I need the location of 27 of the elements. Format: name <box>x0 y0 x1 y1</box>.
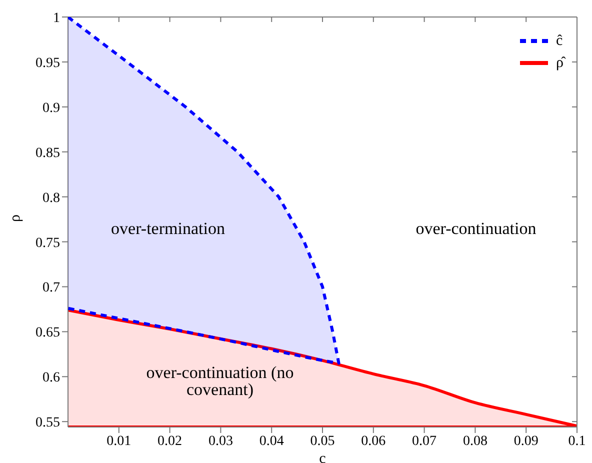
y-tick-label: 0.85 <box>36 146 60 161</box>
annotation: over-continuation <box>416 219 536 238</box>
y-tick-label: 0.65 <box>36 326 60 341</box>
y-tick-label: 0.7 <box>42 280 60 296</box>
y-tick-label: 0.55 <box>36 416 60 431</box>
x-tick-label: 0.05 <box>310 434 335 449</box>
x-tick-label: 0.09 <box>514 434 538 449</box>
y-axis-title: ρ <box>7 214 24 222</box>
x-tick-label: 0.01 <box>106 434 132 449</box>
x-axis-title: c <box>319 451 326 463</box>
x-tick-label: 0.1 <box>568 434 586 449</box>
x-tick-label: 0.02 <box>158 434 182 449</box>
y-tick-label: 0.8 <box>42 190 60 206</box>
annotation: over-continuation (no covenant) <box>145 363 295 399</box>
y-tick-label: 1 <box>53 10 60 26</box>
x-tick-label: 0.08 <box>462 434 488 449</box>
y-tick-label: 0.75 <box>36 236 60 251</box>
x-tick-label: 0.07 <box>412 434 437 449</box>
y-tick-label: 0.95 <box>36 56 60 71</box>
y-tick-label: 0.6 <box>42 370 60 386</box>
x-tick-label: 0.06 <box>361 434 386 449</box>
y-tick-label: 0.9 <box>42 100 60 116</box>
annotation: over-termination <box>111 219 225 238</box>
x-tick-label: 0.03 <box>208 434 233 449</box>
legend-label: ĉ <box>556 32 564 50</box>
x-tick-label: 0.04 <box>259 434 284 449</box>
legend-label: ρ̂ <box>556 54 567 72</box>
